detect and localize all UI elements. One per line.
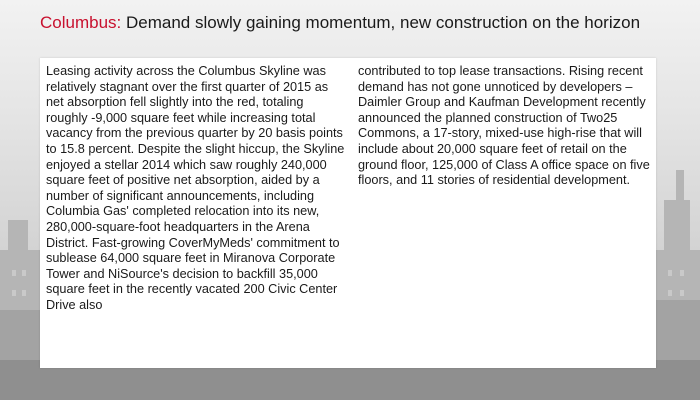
text-column-right: contributed to top lease transactions. R… [358,64,650,188]
page-title: Columbus: Demand slowly gaining momentum… [40,12,640,34]
title-bar: Columbus: Demand slowly gaining momentum… [0,0,700,46]
content-panel: Leasing activity across the Columbus Sky… [40,58,656,368]
text-column-left: Leasing activity across the Columbus Sky… [46,64,345,312]
title-accent: Columbus: [40,13,122,32]
title-text: Demand slowly gaining momentum, new cons… [121,13,641,32]
